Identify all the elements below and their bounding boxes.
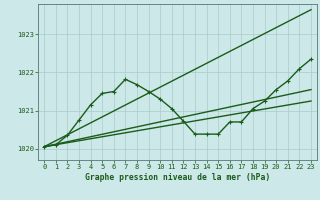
X-axis label: Graphe pression niveau de la mer (hPa): Graphe pression niveau de la mer (hPa) <box>85 173 270 182</box>
